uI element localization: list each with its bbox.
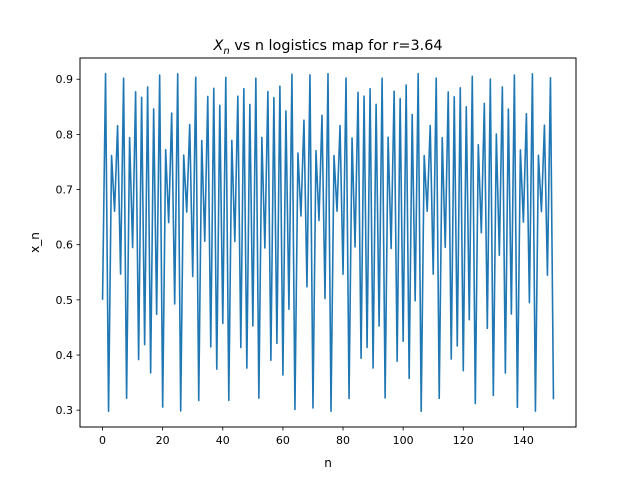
y-tick-label: 0.9 bbox=[56, 73, 74, 86]
x-tick-label: 120 bbox=[453, 434, 474, 447]
x-tick-label: 60 bbox=[276, 434, 290, 447]
x-axis-label: n bbox=[324, 456, 332, 470]
x-tick-label: 0 bbox=[99, 434, 106, 447]
title-text: vs n logistics map for r=3.64 bbox=[230, 38, 443, 54]
x-tick-label: 100 bbox=[393, 434, 414, 447]
y-tick-label: 0.7 bbox=[56, 184, 74, 197]
y-axis-label: x_n bbox=[28, 232, 42, 253]
y-tick-label: 0.5 bbox=[56, 294, 74, 307]
axes-frame bbox=[79, 57, 577, 428]
title-variable: X bbox=[212, 38, 224, 54]
y-tick-label: 0.8 bbox=[56, 128, 74, 141]
x-tick-label: 20 bbox=[156, 434, 170, 447]
x-tick-label: 140 bbox=[513, 434, 534, 447]
x-axis-ticks: 0 20 40 60 80 100 120 140 bbox=[99, 427, 534, 447]
chart-title: Xn vs n logistics map for r=3.64 bbox=[212, 38, 442, 57]
series-layer bbox=[101, 72, 555, 413]
x-tick-label: 40 bbox=[216, 434, 230, 447]
y-tick-label: 0.6 bbox=[56, 239, 74, 252]
y-tick-label: 0.3 bbox=[56, 404, 74, 417]
title-subscript: n bbox=[223, 46, 229, 57]
y-axis-ticks: 0.3 0.4 0.5 0.6 0.7 0.8 0.9 bbox=[56, 73, 80, 417]
x-tick-label: 80 bbox=[336, 434, 350, 447]
y-tick-label: 0.4 bbox=[56, 349, 74, 362]
series-line bbox=[101, 72, 555, 413]
